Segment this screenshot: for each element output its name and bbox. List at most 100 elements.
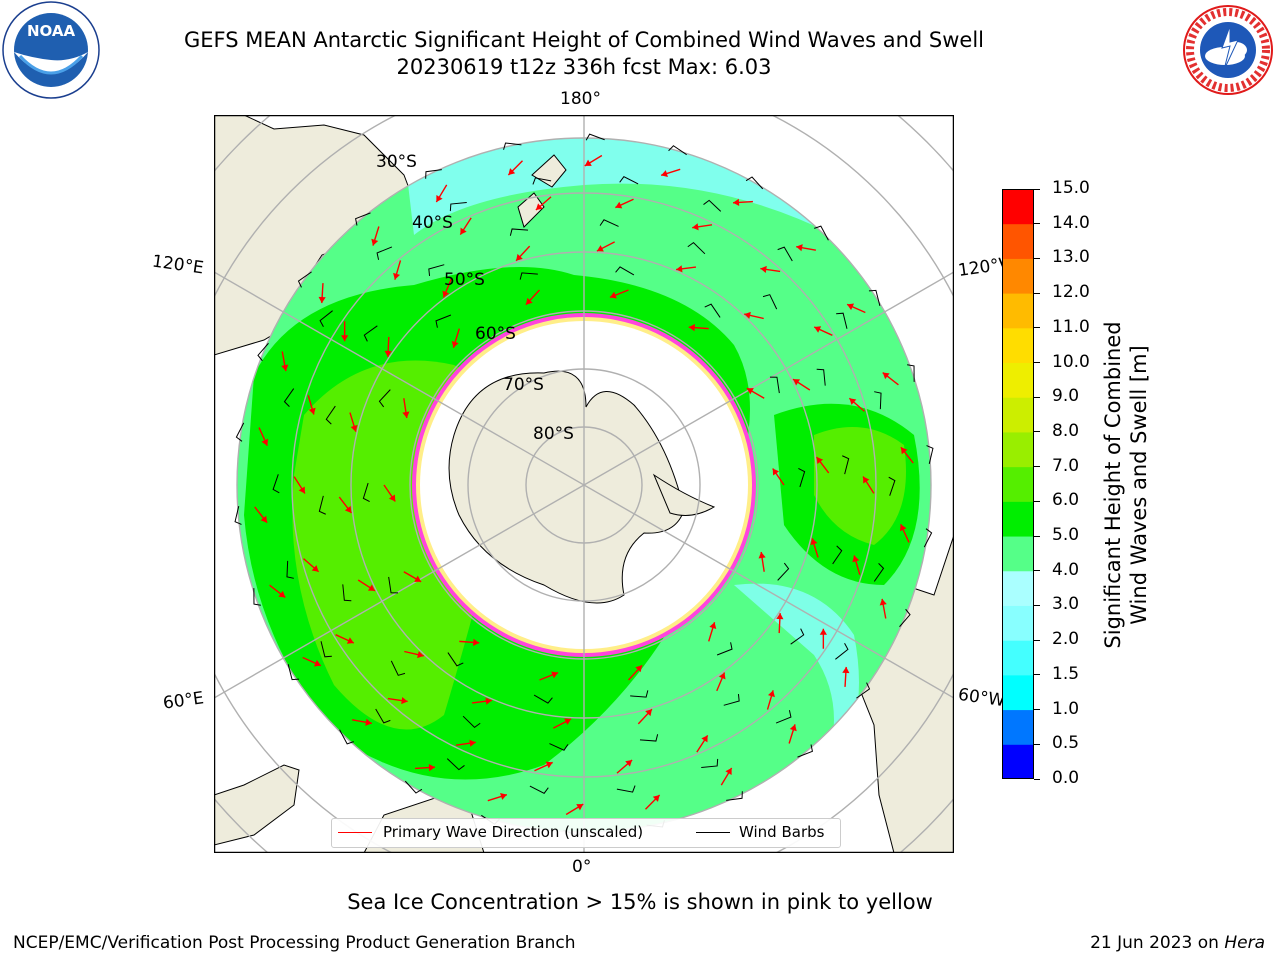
wind-barb xyxy=(325,405,336,425)
colorbar-tick-label: 3.0 xyxy=(1052,594,1080,615)
wind-barb xyxy=(363,325,378,342)
wave-direction-arrows xyxy=(234,133,934,837)
wind-barb xyxy=(320,641,332,658)
wind-barb xyxy=(856,682,871,699)
wave-arrowhead xyxy=(298,486,305,494)
wave-arrowhead xyxy=(789,724,797,732)
wind-barb xyxy=(888,476,896,496)
wave-arrowhead xyxy=(371,238,379,246)
land-africa xyxy=(214,764,300,846)
wind-barb xyxy=(462,715,481,729)
lat-label-70s: 70°S xyxy=(503,375,544,395)
wind-barb xyxy=(509,228,529,236)
noaa-logo: NOAA xyxy=(0,0,102,102)
wind-barb xyxy=(703,199,722,212)
wave-arrowhead xyxy=(701,735,708,743)
wind-barb xyxy=(874,391,882,410)
wave-arrowhead xyxy=(384,350,392,357)
wind-barb xyxy=(533,694,553,704)
colorbar-tick xyxy=(1034,223,1040,225)
wind-barb xyxy=(257,342,269,362)
colorbar-tick-label: 6.0 xyxy=(1052,490,1080,511)
wave-arrowhead xyxy=(500,793,507,800)
wind-barb xyxy=(390,660,406,676)
wave-arrowhead xyxy=(428,763,436,772)
colorbar-tick-label: 2.0 xyxy=(1052,629,1080,650)
legend-barb-label: Wind Barbs xyxy=(739,823,825,841)
wave-arrowhead xyxy=(365,718,372,726)
wave-arrowhead xyxy=(311,565,319,572)
wind-barb xyxy=(873,563,885,582)
lat-label-30s: 30°S xyxy=(376,152,417,172)
wave-arrowhead xyxy=(688,324,695,332)
wave-arrowhead xyxy=(746,388,754,395)
wave-arrowhead xyxy=(652,795,660,802)
wind-barb xyxy=(519,272,538,280)
wind-barb xyxy=(235,422,245,442)
wind-barb xyxy=(599,219,619,227)
lon-label-60e: 60°E xyxy=(161,688,206,714)
wave-arrowhead xyxy=(760,265,767,273)
wind-barb xyxy=(899,608,911,628)
wave-arrowhead xyxy=(451,340,459,348)
wave-arrowhead xyxy=(278,590,286,598)
colorbar-tick xyxy=(1034,431,1040,433)
colorbar-segment xyxy=(1002,223,1034,259)
chart-subtitle: 20230619 t12z 336h fcst Max: 6.03 xyxy=(396,55,772,79)
wind-barb xyxy=(704,303,721,318)
wave-arrowhead xyxy=(344,505,352,513)
wind-barb xyxy=(639,734,659,742)
wave-arrowhead xyxy=(460,227,467,235)
wind-barb xyxy=(272,474,280,494)
lon-label-180: 180° xyxy=(560,89,601,109)
wave-arrowhead xyxy=(417,651,424,659)
colorbar-segment xyxy=(1002,362,1034,398)
colorbar-tick-label: 15.0 xyxy=(1052,178,1090,198)
colorbar-tick xyxy=(1034,396,1040,398)
colorbar-tick-label: 0.5 xyxy=(1052,733,1080,754)
wind-barb xyxy=(435,314,452,328)
colorbar-tick xyxy=(1034,188,1040,190)
wind-barb xyxy=(388,576,399,594)
wind-barb xyxy=(907,364,915,382)
wind-barb xyxy=(355,212,371,226)
sea-ice-note: Sea Ice Concentration > 15% is shown in … xyxy=(347,890,933,914)
wave-arrowhead xyxy=(388,494,396,502)
wave-arrowhead xyxy=(367,584,375,591)
wave-arrowhead xyxy=(725,767,732,775)
lon-label-120e: 120°E xyxy=(150,251,205,279)
colorbar-tick-label: 14.0 xyxy=(1052,212,1090,233)
colorbar-segment xyxy=(1002,327,1034,364)
wave-arrowhead xyxy=(863,476,870,484)
wave-arrowhead xyxy=(281,364,289,372)
wave-arrowhead xyxy=(842,666,850,674)
wind-barb xyxy=(283,388,295,407)
colorbar-tick-label: 13.0 xyxy=(1052,247,1090,268)
colorbar-segments xyxy=(1002,189,1034,780)
wave-arrowhead xyxy=(852,555,860,563)
wind-barb xyxy=(318,495,326,515)
wind-barb xyxy=(234,506,242,525)
wind-barb xyxy=(798,468,806,488)
wave-arrowhead xyxy=(485,697,492,705)
wind-barb xyxy=(253,588,261,606)
wind-barb xyxy=(342,584,352,602)
wave-arrowhead xyxy=(318,296,326,304)
colorbar-segment xyxy=(1002,466,1034,502)
map-panel xyxy=(213,114,955,854)
colorbar-tick-label: 7.0 xyxy=(1052,455,1080,476)
wave-arrowhead xyxy=(508,168,516,175)
colorbar-segment xyxy=(1002,674,1034,711)
wave-arrowhead xyxy=(535,203,543,210)
colorbar-tick xyxy=(1034,674,1040,676)
wave-arrowhead xyxy=(768,690,775,698)
wave-arrowhead xyxy=(414,575,422,582)
colorbar-tick-label: 4.0 xyxy=(1052,559,1080,580)
wind-barb xyxy=(376,246,393,260)
wave-arrowhead xyxy=(676,265,683,273)
lat-label-40s: 40°S xyxy=(412,213,453,233)
wave-arrowhead xyxy=(709,622,717,630)
wave-arrowhead xyxy=(814,326,822,333)
wave-arrowhead xyxy=(849,398,857,405)
colorbar-segment xyxy=(1002,536,1034,572)
